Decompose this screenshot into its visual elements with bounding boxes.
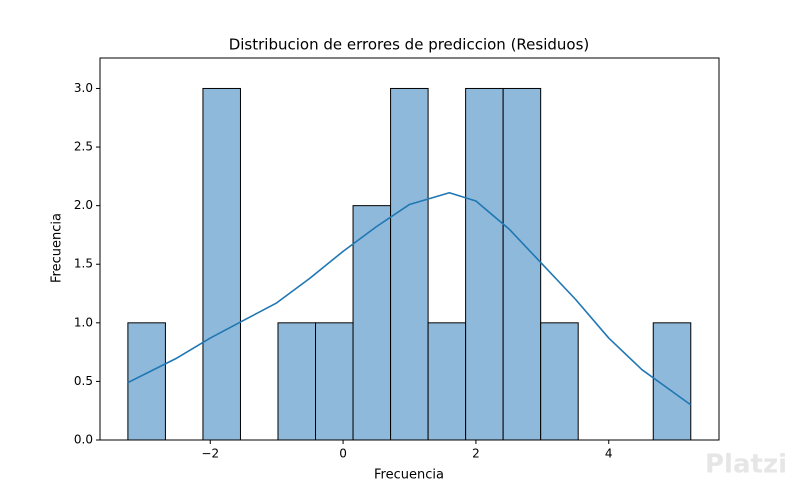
- y-tick-label: 2.0: [74, 198, 93, 212]
- bar: [127, 322, 166, 441]
- bar: [427, 322, 467, 441]
- y-axis-label: Frecuencia: [50, 213, 65, 283]
- bar: [465, 87, 504, 441]
- bar: [315, 322, 354, 441]
- chart-title: Distribucion de errores de prediccion (R…: [229, 36, 590, 54]
- x-tick-label: 0: [339, 447, 347, 461]
- plot-frame: [99, 57, 720, 441]
- bar: [202, 87, 241, 441]
- bar: [352, 205, 392, 441]
- y-tick-label: 0.5: [74, 374, 93, 388]
- x-tick-label: 2: [472, 447, 480, 461]
- kde-line: [127, 191, 692, 406]
- x-tick-label: 4: [605, 447, 613, 461]
- y-tick-label: 3.0: [74, 81, 93, 95]
- y-tick-label: 1.5: [74, 257, 93, 271]
- x-axis-label: Frecuencia: [374, 468, 444, 483]
- y-tick-label: 2.5: [74, 140, 93, 154]
- bar: [277, 322, 317, 441]
- y-tick-label: 0.0: [74, 433, 93, 447]
- watermark: Platzi: [705, 450, 787, 480]
- bar: [502, 87, 542, 441]
- x-tick-label: −2: [201, 447, 219, 461]
- bar: [540, 322, 579, 441]
- bar: [390, 87, 429, 441]
- y-tick-label: 1.0: [74, 315, 93, 329]
